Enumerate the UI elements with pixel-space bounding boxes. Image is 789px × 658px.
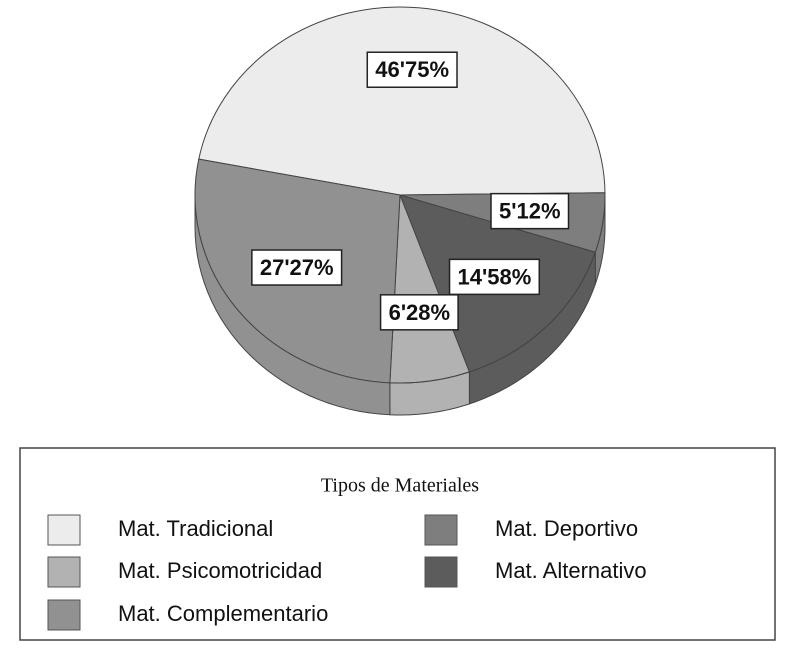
legend-label: Mat. Alternativo	[495, 558, 647, 583]
data-label: 6'28%	[389, 300, 451, 325]
legend-label: Mat. Psicomotricidad	[118, 558, 322, 583]
legend-swatch	[47, 556, 81, 588]
legend-label: Mat. Tradicional	[118, 516, 273, 541]
data-label: 14'58%	[458, 264, 532, 289]
data-label: 5'12%	[499, 199, 561, 224]
label-box	[251, 249, 343, 286]
slice	[198, 6, 606, 196]
data-label: 46'75%	[375, 57, 449, 82]
legend-title: Tipos de Materiales	[321, 475, 479, 497]
legend-swatch	[424, 514, 458, 546]
legend-box	[19, 447, 776, 641]
legend-swatch	[424, 556, 458, 588]
legend-label: Mat. Complementario	[118, 601, 328, 626]
legend-swatch	[47, 514, 81, 546]
label-box	[448, 258, 541, 296]
label-box	[379, 294, 459, 331]
legend-swatch	[47, 599, 81, 631]
legend-label: Mat. Deportivo	[495, 516, 638, 541]
label-box	[366, 51, 458, 88]
label-box	[490, 192, 570, 230]
data-label: 27'27%	[260, 255, 334, 280]
